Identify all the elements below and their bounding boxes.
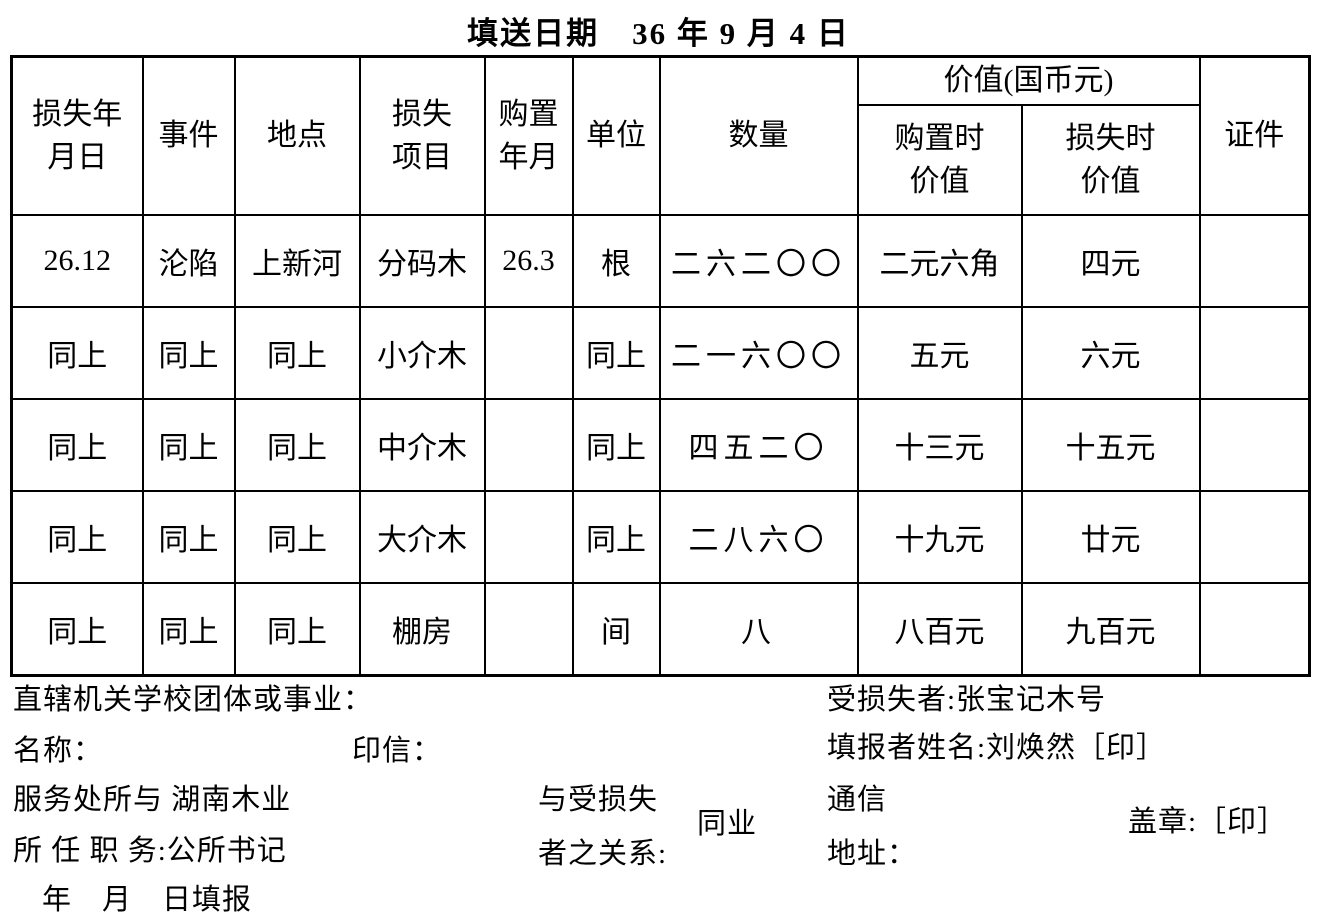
- filing-date-title: 填送日期 36 年 9 月 4 日: [467, 16, 850, 51]
- cell-value-at-purchase: 十三元: [856, 398, 1023, 492]
- cell-unit: 间: [571, 582, 661, 677]
- cell-value-at-purchase: 十九元: [856, 490, 1023, 584]
- cell-loss-date: 同上: [10, 306, 144, 400]
- cell-quantity: 二六二〇〇: [658, 214, 859, 308]
- cell-value-at-loss: 廿元: [1020, 490, 1201, 584]
- relation-line1: 与受损失: [538, 784, 659, 816]
- header-cell-loss-date: 损失年 月日: [10, 55, 144, 216]
- cell-purchase-date: [483, 490, 574, 584]
- header-cell-loss-item: 损失 项目: [358, 55, 486, 216]
- cell-loss-item: 分码木: [358, 214, 486, 308]
- table-row: 同上 同上 同上 小介木 同上 二一六〇〇 五元 六元: [10, 306, 1311, 400]
- header-cell-certificate: 证件: [1198, 55, 1311, 216]
- cell-loss-item: 大介木: [358, 490, 486, 584]
- contact-line2: 地址：: [827, 838, 918, 870]
- cell-location: 上新河: [233, 214, 361, 308]
- header-cell-unit: 单位: [571, 55, 661, 216]
- service-line: 服务处所与 湖南木业: [13, 784, 292, 816]
- cell-loss-item: 中介木: [358, 398, 486, 492]
- cell-value-at-purchase: 五元: [856, 306, 1023, 400]
- header-cell-purchase-date: 购置 年月: [483, 55, 574, 216]
- cell-value-at-purchase: 八百元: [856, 582, 1023, 677]
- cell-quantity: 二一六〇〇: [658, 306, 859, 400]
- cell-value-at-loss: 四元: [1020, 214, 1201, 308]
- cell-unit: 同上: [571, 306, 661, 400]
- cell-location: 同上: [233, 306, 361, 400]
- header-cell-value-at-purchase: 购置时 价值: [856, 104, 1023, 216]
- cell-unit: 同上: [571, 398, 661, 492]
- victim-line: 受损失者:张宝记木号: [827, 684, 1107, 716]
- cell-purchase-date: [483, 582, 574, 677]
- table-body: 26.12 沦陷 上新河 分码木 26.3 根 二六二〇〇 二元六角 四元 同上…: [10, 214, 1311, 677]
- org-line: 直辖机关学校团体或事业：: [13, 684, 374, 716]
- cell-value-at-loss: 十五元: [1020, 398, 1201, 492]
- cell-value-at-loss: 九百元: [1020, 582, 1201, 677]
- header-cell-value-at-loss: 损失时 价值: [1020, 104, 1201, 216]
- cell-event: 沦陷: [141, 214, 236, 308]
- cell-loss-date: 26.12: [10, 214, 144, 308]
- cell-quantity: 二八六〇: [658, 490, 859, 584]
- header-cell-quantity: 数量: [658, 55, 859, 216]
- reporter-line: 填报者姓名:刘焕然［印］: [827, 732, 1167, 764]
- cell-event: 同上: [141, 490, 236, 584]
- table-row: 同上 同上 同上 大介木 同上 二八六〇 十九元 廿元: [10, 490, 1311, 584]
- cell-quantity: 四五二〇: [658, 398, 859, 492]
- table-header: 损失年 月日 事件 地点 损失 项目 购置 年月 单位 数量 价值(国币元) 证…: [10, 55, 1311, 216]
- cell-purchase-date: 26.3: [483, 214, 574, 308]
- relation-line2: 者之关系:: [538, 838, 668, 870]
- cell-certificate: [1198, 398, 1311, 492]
- cell-event: 同上: [141, 582, 236, 677]
- cell-quantity: 八: [658, 582, 859, 677]
- header-cell-location: 地点: [233, 55, 361, 216]
- date-line: 年 月 日填报: [42, 884, 253, 916]
- table-row: 同上 同上 同上 棚房 间 八 八百元 九百元: [10, 582, 1311, 677]
- relation-value: 同业: [697, 808, 758, 840]
- cell-location: 同上: [233, 490, 361, 584]
- cell-location: 同上: [233, 582, 361, 677]
- loss-table: 损失年 月日 事件 地点 损失 项目 购置 年月 单位 数量 价值(国币元) 证…: [10, 55, 1312, 677]
- table-row: 26.12 沦陷 上新河 分码木 26.3 根 二六二〇〇 二元六角 四元: [10, 214, 1311, 308]
- cell-value-at-purchase: 二元六角: [856, 214, 1023, 308]
- header-cell-event: 事件: [141, 55, 236, 216]
- cell-purchase-date: [483, 306, 574, 400]
- contact-line1: 通信: [827, 784, 888, 816]
- cell-event: 同上: [141, 306, 236, 400]
- seal-stamp: 盖章:［印］: [1128, 806, 1288, 838]
- cell-loss-date: 同上: [10, 490, 144, 584]
- cell-unit: 同上: [571, 490, 661, 584]
- cell-loss-date: 同上: [10, 398, 144, 492]
- cell-value-at-loss: 六元: [1020, 306, 1201, 400]
- name-label: 名称：: [13, 735, 104, 767]
- cell-unit: 根: [571, 214, 661, 308]
- cell-loss-date: 同上: [10, 582, 144, 677]
- cell-event: 同上: [141, 398, 236, 492]
- cell-loss-item: 小介木: [358, 306, 486, 400]
- position-line: 所 任 职 务:公所书记: [13, 835, 287, 867]
- cell-location: 同上: [233, 398, 361, 492]
- cell-certificate: [1198, 582, 1311, 677]
- seal-label: 印信：: [352, 735, 443, 767]
- cell-loss-item: 棚房: [358, 582, 486, 677]
- cell-certificate: [1198, 490, 1311, 584]
- header-row-sub: 购置时 价值 损失时 价值: [12, 104, 1310, 216]
- cell-purchase-date: [483, 398, 574, 492]
- cell-certificate: [1198, 306, 1311, 400]
- table-row: 同上 同上 同上 中介木 同上 四五二〇 十三元 十五元: [10, 398, 1311, 492]
- header-row-top: 损失年 月日 事件 地点 损失 项目 购置 年月 单位 数量 价值(国币元) 证…: [10, 55, 1311, 216]
- header-cell-value-group: 价值(国币元): [856, 55, 1201, 106]
- cell-certificate: [1198, 214, 1311, 308]
